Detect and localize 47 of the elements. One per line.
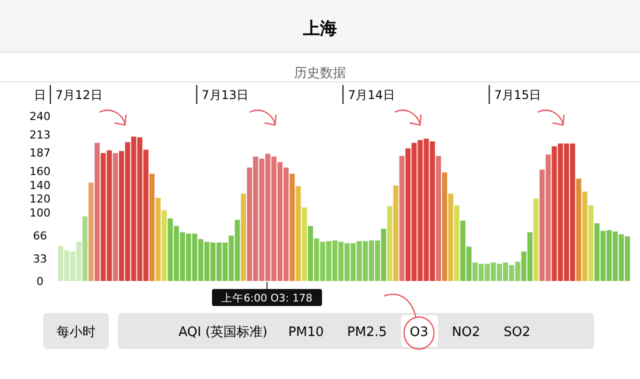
bar [576, 178, 582, 281]
bar [399, 156, 404, 281]
y-tick-label: 33 [33, 252, 47, 266]
y-tick-label: 100 [30, 206, 50, 220]
tooltip: 上午6:00 O3: 178 [212, 282, 322, 306]
y-tick-label: 160 [30, 165, 50, 178]
bar [582, 192, 588, 281]
y-tick-label: 240 [30, 110, 50, 123]
x-tick-label: 7月13日 [202, 88, 249, 102]
bar [393, 185, 398, 281]
text: NO2 [452, 325, 480, 340]
y-tick-label: 213 [30, 128, 50, 142]
y-tick-label: 140 [30, 178, 50, 192]
x-tick-label: 7月14日 [348, 88, 395, 102]
x-tick-label: 7月12日 [55, 88, 102, 102]
chart-subtitle: 历史数据 [294, 66, 346, 81]
bar [112, 153, 118, 281]
bar [156, 198, 161, 281]
y-tick-label: 187 [30, 146, 50, 160]
bar [533, 198, 539, 281]
y-tick-label: 66 [33, 230, 47, 243]
text: O3 [410, 325, 428, 340]
y-tick-label: 0 [36, 275, 44, 288]
text: PM2.5 [347, 325, 387, 340]
bar [240, 194, 246, 281]
chart-title: 上海 [302, 19, 337, 39]
text: SO2 [504, 325, 530, 340]
y-tick-label: 120 [30, 192, 50, 206]
text: PM10 [288, 325, 324, 340]
bar [436, 156, 442, 281]
bar [442, 172, 448, 281]
bar [448, 194, 454, 281]
bar [290, 174, 295, 281]
bar [296, 186, 301, 281]
text: 每小时 [56, 325, 96, 340]
bar [88, 182, 94, 281]
bar [82, 216, 88, 281]
bar [454, 205, 460, 281]
x-tick-label: 7月15日 [494, 88, 542, 102]
bar [162, 210, 167, 281]
bar [588, 205, 594, 281]
text: AQI (英国标准) [178, 325, 268, 340]
bar [387, 206, 392, 281]
bar [149, 174, 155, 281]
bar [302, 207, 307, 281]
bar [94, 142, 100, 281]
x-axis-title: 日 [34, 88, 46, 102]
